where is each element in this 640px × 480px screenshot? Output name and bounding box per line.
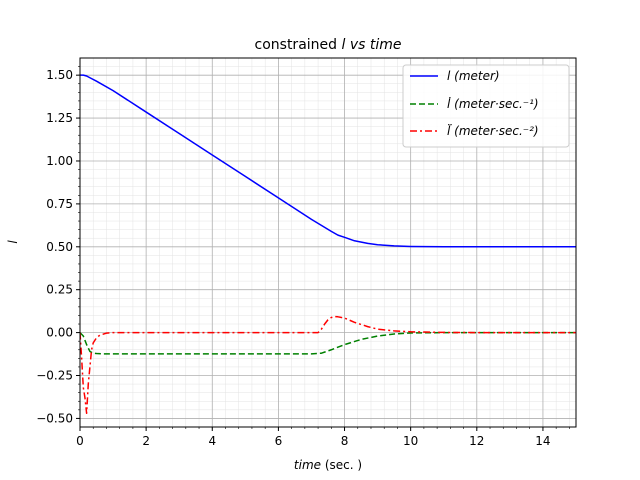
- x-tick-label: 12: [469, 434, 484, 448]
- x-tick-label: 4: [208, 434, 216, 448]
- legend-label-2: l̇ (meter·sec.⁻¹): [447, 97, 539, 111]
- plot-frame: [79, 57, 577, 428]
- legend-box: [402, 64, 570, 148]
- y-axis-label: l: [6, 240, 20, 244]
- series-line-3: [80, 315, 576, 415]
- y-tick-label: −0.50: [36, 411, 73, 425]
- x-tick-label: 0: [76, 434, 84, 448]
- x-axis-label: time (sec. ): [294, 458, 362, 472]
- series-layer: [80, 74, 576, 415]
- y-tick-label: 0.00: [46, 326, 73, 340]
- y-tick-label: 0.75: [46, 197, 73, 211]
- legend-label-1: l (meter): [447, 69, 500, 83]
- x-tick-label: 14: [535, 434, 550, 448]
- chart-title: constrained l vs time: [255, 37, 402, 53]
- y-tick-label: 0.50: [46, 240, 73, 254]
- x-tick-label: 6: [275, 434, 283, 448]
- y-tick-label: 0.25: [46, 283, 73, 297]
- y-tick-label: 1.50: [46, 68, 73, 82]
- legend: l (meter) l̇ (meter·sec.⁻¹) l̈ (meter·sec.…: [402, 64, 570, 148]
- x-tick-label: 2: [142, 434, 150, 448]
- x-tick-label: 10: [403, 434, 418, 448]
- y-tick-label: 1.00: [46, 154, 73, 168]
- y-tick-label: 1.25: [46, 111, 73, 125]
- axis-ticks: 0 2 4 6 8 10 12 14 −0.50 −0.25 0.00 0.25 0.50 0.75 1.0…: [36, 66, 570, 448]
- y-tick-label: −0.25: [36, 369, 73, 383]
- legend-label-3: l̈ (meter·sec.⁻²): [447, 124, 539, 138]
- series-line-1: [80, 74, 576, 248]
- minor-grid: [80, 58, 576, 427]
- x-tick-label: 8: [341, 434, 349, 448]
